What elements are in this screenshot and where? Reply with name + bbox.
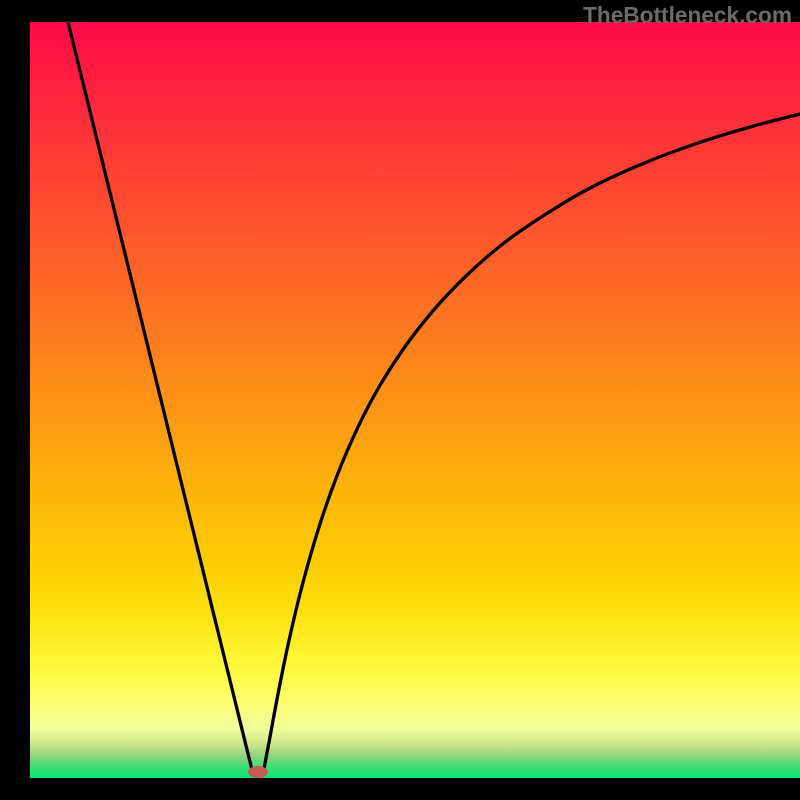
optimal-point-marker xyxy=(248,766,268,778)
curve-left-segment xyxy=(68,22,253,774)
chart-container: TheBottleneck.com xyxy=(0,0,800,800)
curve-right-segment xyxy=(263,114,800,774)
bottleneck-curve xyxy=(30,22,800,778)
watermark-text: TheBottleneck.com xyxy=(583,2,792,29)
plot-area xyxy=(30,22,800,778)
